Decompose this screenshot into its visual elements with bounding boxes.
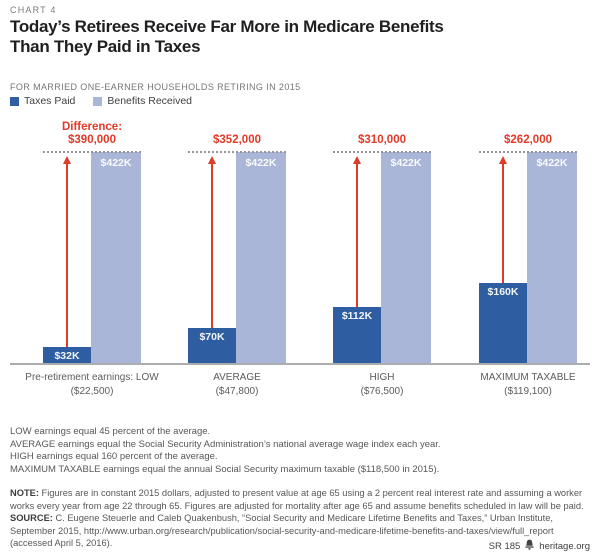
x-axis-label-name: Pre-retirement earnings: LOW: [25, 372, 159, 383]
footnote-line: HIGH earnings equal 160 percent of the a…: [10, 451, 218, 463]
chart-area: $422K $32K Difference: $390,000 $422K $70K $35…: [10, 121, 590, 365]
source-body: C. Eugene Steuerle and Caleb Quakenbush,…: [10, 513, 554, 549]
legend-label: Taxes Paid: [24, 95, 76, 107]
note-body: Figures are in constant 2015 dollars, ad…: [10, 488, 584, 511]
chart-subtitle: FOR MARRIED ONE-EARNER HOUSEHOLDS RETIRI…: [10, 82, 301, 92]
benefits-value-label: $422K: [245, 157, 277, 169]
benefits-bar: $422K: [381, 152, 431, 363]
report-id: SR 185: [488, 540, 521, 552]
note-text: NOTE: Figures are in constant 2015 dolla…: [10, 487, 592, 512]
taxes-value-label: $32K: [54, 350, 80, 362]
benefits-value-label: $422K: [100, 157, 132, 169]
benefits-bar: $422K: [527, 152, 577, 363]
difference-arrow: [66, 163, 68, 347]
difference-arrow: [502, 163, 504, 283]
bar-group: $422K $160K $262,000: [479, 121, 577, 363]
footnote-line: AVERAGE earnings equal the Social Securi…: [10, 438, 441, 450]
difference-dotted-line: [479, 151, 577, 153]
heritage-bell-icon: [524, 539, 535, 553]
x-axis-label-sub: ($47,800): [215, 386, 259, 397]
chart-title-line2: Than They Paid in Taxes: [10, 37, 201, 56]
bar-group: $422K $32K Difference: $390,000: [43, 121, 141, 363]
difference-dotted-line: [333, 151, 431, 153]
legend-swatch: [10, 96, 19, 106]
x-axis-label: HIGH ($76,500): [361, 371, 404, 399]
legend-label: Benefits Received: [107, 95, 193, 107]
difference-label: Difference: $390,000: [62, 121, 122, 147]
difference-arrow-head: [208, 156, 216, 164]
x-axis-label-name: HIGH: [369, 372, 395, 383]
chart-footnotes: LOW earnings equal 45 percent of the ave…: [10, 426, 590, 477]
taxes-value-label: $112K: [341, 310, 373, 322]
bar-group: $422K $70K $352,000: [188, 121, 286, 363]
x-axis-label-name: MAXIMUM TAXABLE: [480, 372, 576, 383]
report-footer: SR 185 heritage.org: [489, 539, 590, 553]
difference-label: $352,000: [213, 134, 261, 147]
chart-title: Today’s Retirees Receive Far More in Med…: [10, 17, 444, 57]
difference-arrow-head: [63, 156, 71, 164]
source-label: SOURCE:: [10, 513, 53, 523]
difference-value: $310,000: [358, 134, 406, 146]
difference-title: Difference:: [61, 121, 123, 133]
taxes-bar: $70K: [188, 328, 236, 363]
x-axis-label-sub: ($76,500): [360, 386, 404, 397]
x-axis-labels: Pre-retirement earnings: LOW ($22,500) AVE…: [10, 371, 590, 407]
difference-arrow-head: [499, 156, 507, 164]
difference-label: $262,000: [504, 134, 552, 147]
legend-item-benefits-received: Benefits Received: [93, 95, 192, 107]
difference-value: $262,000: [504, 134, 552, 146]
difference-arrow: [211, 163, 213, 328]
benefits-bar: $422K: [91, 152, 141, 363]
x-axis-label-sub: ($119,100): [504, 386, 552, 397]
x-axis-label: Pre-retirement earnings: LOW ($22,500): [25, 371, 158, 399]
note-label: NOTE:: [10, 488, 39, 498]
difference-arrow-head: [353, 156, 361, 164]
x-axis-label: AVERAGE ($47,800): [213, 371, 261, 399]
difference-value: $390,000: [68, 134, 116, 146]
legend-item-taxes-paid: Taxes Paid: [10, 95, 75, 107]
taxes-value-label: $70K: [199, 331, 225, 343]
legend-swatch: [93, 96, 103, 106]
benefits-value-label: $422K: [390, 157, 422, 169]
footnote-line: MAXIMUM TAXABLE earnings equal the annua…: [10, 464, 440, 476]
difference-dotted-line: [188, 151, 286, 153]
taxes-bar: $160K: [479, 283, 527, 363]
x-axis-label-name: AVERAGE: [213, 372, 261, 383]
chart-legend: Taxes Paid Benefits Received: [10, 95, 192, 107]
benefits-value-label: $422K: [536, 157, 568, 169]
difference-label: $310,000: [358, 134, 406, 147]
source-text: SOURCE: C. Eugene Steuerle and Caleb Qua…: [10, 512, 592, 550]
taxes-value-label: $160K: [487, 286, 519, 298]
taxes-bar: $32K: [43, 347, 91, 363]
x-axis-line: [10, 363, 590, 365]
bar-group: $422K $112K $310,000: [333, 121, 431, 363]
difference-value: $352,000: [213, 134, 261, 146]
taxes-bar: $112K: [333, 307, 381, 363]
x-axis-label-sub: ($22,500): [70, 386, 114, 397]
difference-arrow: [356, 163, 358, 307]
difference-dotted-line: [43, 151, 141, 153]
footnote-line: LOW earnings equal 45 percent of the ave…: [10, 426, 211, 437]
site-label: heritage.org: [539, 540, 590, 552]
chart-kicker: CHART 4: [10, 5, 57, 15]
x-axis-label: MAXIMUM TAXABLE ($119,100): [480, 371, 575, 399]
benefits-bar: $422K: [236, 152, 286, 363]
chart-title-line1: Today’s Retirees Receive Far More in Med…: [10, 17, 444, 36]
